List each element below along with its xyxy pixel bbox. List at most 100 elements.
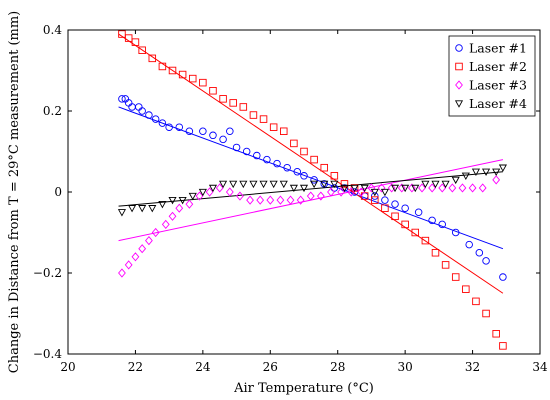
point-laser-1 [263, 155, 271, 164]
point-laser-4 [380, 188, 389, 197]
point-laser-4 [451, 176, 460, 185]
point-laser-4 [471, 168, 481, 176]
point-laser-3 [357, 187, 366, 197]
point-laser-3 [296, 195, 305, 205]
point-laser-2 [391, 212, 399, 221]
point-laser-4 [208, 184, 218, 193]
point-laser-1 [283, 163, 291, 172]
point-laser-2 [188, 74, 197, 83]
point-laser-1 [428, 216, 436, 225]
point-laser-3 [246, 195, 254, 205]
point-laser-3 [256, 195, 265, 205]
point-laser-3 [236, 191, 244, 201]
point-laser-1 [401, 204, 409, 212]
point-laser-4 [198, 188, 207, 197]
point-laser-1 [158, 119, 167, 127]
point-laser-4 [229, 180, 238, 189]
x-tick-label: 34 [532, 360, 548, 374]
point-laser-3 [387, 183, 396, 193]
point-laser-2 [229, 99, 237, 107]
point-laser-4 [350, 184, 359, 193]
point-laser-2 [259, 115, 268, 123]
point-laser-1 [360, 192, 369, 200]
point-laser-3 [225, 187, 234, 197]
point-laser-2 [118, 30, 126, 38]
point-laser-4 [421, 180, 430, 189]
point-laser-3 [276, 195, 285, 205]
point-laser-3 [266, 195, 275, 205]
point-laser-3 [418, 183, 426, 193]
point-laser-4 [340, 184, 349, 193]
point-laser-1 [499, 273, 507, 281]
point-laser-2 [411, 228, 420, 237]
point-laser-2 [138, 46, 146, 55]
y-tick-label: 0.2 [43, 104, 62, 118]
point-laser-3 [407, 183, 416, 193]
legend-label-laser-3: Laser #3 [469, 78, 527, 93]
point-laser-1 [293, 167, 302, 176]
point-laser-2 [131, 38, 140, 46]
point-laser-1 [391, 200, 399, 208]
point-laser-1 [199, 127, 207, 135]
point-laser-1 [482, 257, 490, 265]
point-laser-1 [135, 103, 143, 111]
legend-label-laser-2: Laser #2 [469, 59, 527, 74]
point-laser-3 [367, 183, 376, 193]
point-laser-2 [472, 297, 480, 306]
point-laser-4 [259, 180, 268, 189]
point-laser-4 [360, 184, 369, 193]
point-laser-3 [438, 183, 447, 193]
point-laser-3 [124, 260, 133, 270]
point-laser-4 [370, 188, 379, 197]
legend-marker-laser-1 [455, 44, 463, 52]
point-laser-1 [138, 107, 146, 115]
point-laser-4 [441, 180, 450, 189]
point-laser-1 [232, 143, 241, 152]
point-laser-3 [161, 219, 170, 229]
y-tick-label: 0.4 [43, 23, 62, 37]
point-laser-2 [199, 78, 207, 87]
legend-marker-laser-2 [455, 62, 463, 71]
point-laser-4 [279, 180, 288, 189]
point-laser-2 [381, 204, 389, 212]
x-tick-label: 24 [195, 360, 211, 374]
point-laser-1 [475, 248, 484, 257]
point-laser-4 [492, 168, 501, 176]
point-laser-2 [421, 236, 430, 245]
point-laser-4 [299, 184, 309, 193]
point-laser-2 [499, 342, 507, 350]
point-laser-3 [347, 187, 356, 197]
point-laser-2 [462, 285, 470, 293]
point-laser-4 [148, 205, 157, 213]
point-laser-4 [269, 180, 278, 189]
point-laser-2 [124, 34, 133, 42]
point-laser-2 [168, 66, 177, 75]
point-laser-4 [481, 168, 491, 176]
point-laser-2 [371, 196, 379, 204]
point-laser-1 [175, 123, 184, 131]
point-laser-3 [151, 227, 160, 238]
point-laser-3 [118, 268, 126, 278]
y-tick-label: −0.2 [33, 266, 62, 280]
point-laser-3 [478, 183, 487, 193]
point-laser-1 [451, 228, 460, 237]
point-laser-4 [127, 205, 137, 213]
point-laser-2 [209, 86, 217, 95]
point-laser-3 [448, 183, 457, 193]
point-laser-3 [145, 236, 153, 246]
point-laser-3 [175, 203, 184, 213]
point-laser-2 [158, 62, 167, 71]
fit-line-laser-4 [118, 171, 503, 207]
x-tick-label: 32 [465, 360, 480, 374]
point-laser-3 [185, 199, 194, 209]
point-laser-1 [219, 135, 227, 144]
point-laser-4 [320, 180, 329, 189]
point-laser-3 [306, 191, 315, 201]
point-laser-3 [286, 195, 295, 205]
x-tick-label: 20 [60, 360, 75, 374]
y-tick-label: −0.4 [33, 347, 63, 361]
point-laser-1 [465, 240, 473, 249]
legend-box [448, 35, 536, 117]
point-laser-4 [310, 180, 319, 189]
point-laser-2 [340, 180, 349, 188]
